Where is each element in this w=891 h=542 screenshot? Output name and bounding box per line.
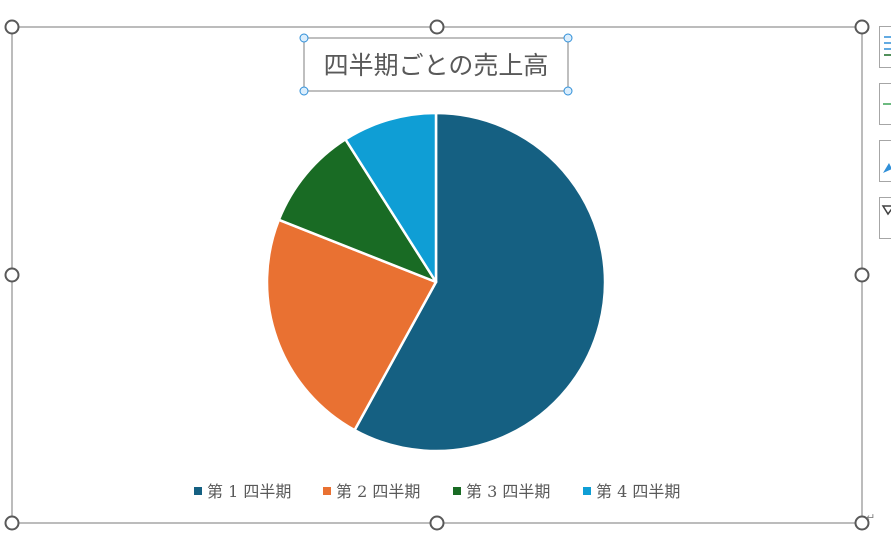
resize-handle-left[interactable]: [4, 267, 20, 283]
title-handle-top-right[interactable]: [563, 33, 573, 43]
legend-swatch-1: [194, 487, 202, 495]
legend-item-2[interactable]: 第 2 四半期: [323, 482, 420, 501]
pie-plot: [265, 111, 607, 453]
legend-label-3: 第 3 四半期: [466, 482, 550, 501]
resize-handle-bottom-left[interactable]: [4, 515, 20, 531]
return-mark: ↵: [866, 511, 875, 524]
legend-label-2: 第 2 四半期: [336, 482, 420, 501]
chart-title[interactable]: 四半期ごとの売上高: [324, 51, 549, 80]
resize-handle-right[interactable]: [854, 267, 870, 283]
title-handles[interactable]: [299, 33, 573, 96]
legend-label-4: 第 4 四半期: [596, 482, 680, 501]
legend-swatch-4: [583, 487, 591, 495]
legend-item-4[interactable]: 第 4 四半期: [583, 482, 680, 501]
chart-tool-buttons: [879, 26, 891, 246]
resize-handles[interactable]: [4, 19, 870, 531]
resize-handle-bottom-right[interactable]: [854, 515, 870, 531]
resize-handle-top-left[interactable]: [4, 19, 20, 35]
resize-handle-top-right[interactable]: [854, 19, 870, 35]
chart-layout-icon: [881, 205, 891, 216]
pie-slice-1[interactable]: [353, 111, 607, 453]
resize-handle-bottom[interactable]: [429, 515, 445, 531]
chart-elements-button[interactable]: [879, 26, 891, 68]
chart-layout-button[interactable]: [879, 197, 891, 239]
chart-filters-button[interactable]: [879, 140, 891, 182]
chart-styles-icon: [883, 103, 891, 105]
legend-swatch-2: [323, 487, 331, 495]
legend-item-1[interactable]: 第 1 四半期: [194, 482, 291, 501]
legend[interactable]: 第 1 四半期 第 2 四半期 第 3 四半期 第 4 四半期: [194, 482, 680, 501]
legend-label-1: 第 1 四半期: [207, 482, 291, 501]
legend-item-3[interactable]: 第 3 四半期: [453, 482, 550, 501]
title-handle-bottom-left[interactable]: [299, 86, 309, 96]
title-handle-bottom-right[interactable]: [563, 86, 573, 96]
title-handle-top-left[interactable]: [299, 33, 309, 43]
pie-slice-3[interactable]: [277, 138, 438, 284]
chart-styles-button[interactable]: [879, 83, 891, 125]
pie-slice-4[interactable]: [344, 111, 438, 284]
title-selection-box[interactable]: [303, 37, 569, 92]
pie-slice-2[interactable]: [265, 218, 438, 432]
chart-elements-icon: [884, 36, 891, 56]
resize-handle-top[interactable]: [429, 19, 445, 35]
chart-filters-icon: [883, 163, 891, 173]
legend-swatch-3: [453, 487, 461, 495]
